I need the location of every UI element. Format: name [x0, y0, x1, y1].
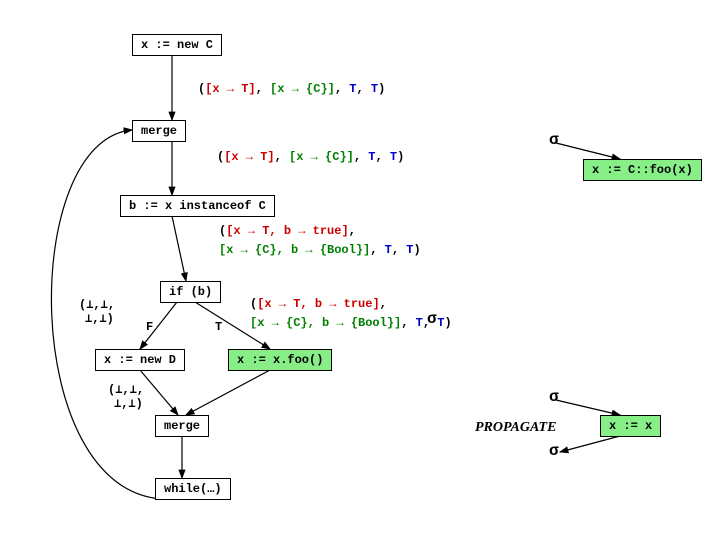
state-after-new-c: ([x → T], [x → {C}], T, T)	[198, 82, 385, 96]
sigma-4: σ	[549, 442, 559, 460]
branch-label-true: T	[215, 320, 222, 334]
node-merge-1: merge	[132, 120, 186, 142]
node-new-d: x := new D	[95, 349, 185, 371]
node-x-foo: x := x.foo()	[228, 349, 332, 371]
propagate-label: PROPAGATE	[475, 420, 556, 436]
state-false-branch-1a: (⊥,⊥,	[79, 297, 115, 312]
branch-label-false: F	[146, 320, 153, 334]
node-if-b: if (b)	[160, 281, 221, 303]
sigma-1: σ	[549, 131, 559, 149]
state-true-branch-2: [x → {C}, b → {Bool}], T, T)	[250, 316, 452, 330]
node-while: while(…)	[155, 478, 231, 500]
state-after-new-d-1b: ⊥,⊥)	[114, 396, 143, 411]
edges-layer	[0, 0, 720, 540]
state-false-branch-1b: ⊥,⊥)	[85, 311, 114, 326]
sigma-3: σ	[549, 388, 559, 406]
state-after-instanceof-2: [x → {C}, b → {Bool}], T, T)	[219, 243, 421, 257]
sigma-2: σ	[427, 310, 437, 328]
node-new-c: x := new C	[132, 34, 222, 56]
node-merge-2: merge	[155, 415, 209, 437]
state-after-new-d-1a: (⊥,⊥,	[108, 382, 144, 397]
state-true-branch-1: ([x → T, b → true],	[250, 297, 387, 311]
node-c-foo-x: x := C::foo(x)	[583, 159, 702, 181]
node-instanceof: b := x instanceof C	[120, 195, 275, 217]
state-after-instanceof-1: ([x → T, b → true],	[219, 224, 356, 238]
state-after-merge-1: ([x → T], [x → {C}], T, T)	[217, 150, 404, 164]
node-x-assign-x: x := x	[600, 415, 661, 437]
